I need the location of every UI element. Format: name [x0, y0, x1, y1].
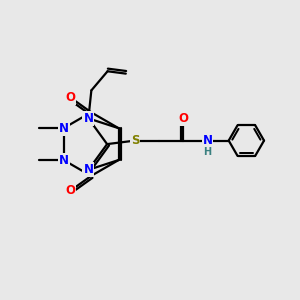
Text: N: N	[83, 112, 93, 125]
Text: O: O	[178, 112, 188, 125]
Text: S: S	[131, 134, 139, 147]
Text: N: N	[83, 163, 93, 176]
Text: H: H	[203, 147, 211, 157]
Text: O: O	[65, 91, 76, 104]
Text: N: N	[58, 154, 69, 166]
Text: N: N	[202, 134, 212, 147]
Text: N: N	[58, 122, 69, 135]
Text: O: O	[65, 184, 76, 197]
